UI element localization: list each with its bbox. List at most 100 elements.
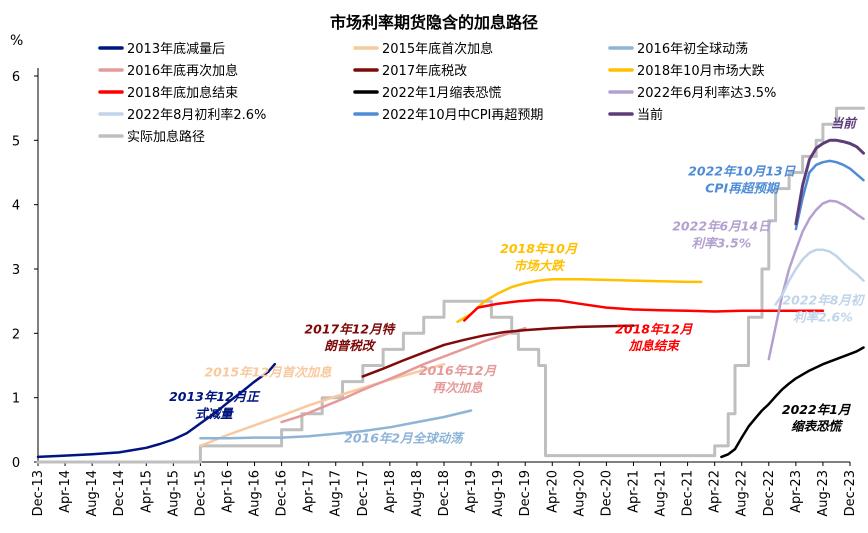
legend-item-label: 2018年10月市场大跌	[637, 63, 765, 79]
annotations: 2013年12月正式减量 2015年12月首次加息 2016年2月全球动荡 2016年…	[169, 115, 866, 445]
annotation-label: 2016年12月再次加息	[419, 363, 498, 395]
x-tick-label: Dec-19	[518, 470, 533, 516]
annotation-line: 再次加息	[433, 380, 484, 395]
legend-item-label: 2022年6月利率达3.5%	[637, 85, 776, 101]
series-line	[361, 324, 635, 378]
series-line	[280, 326, 527, 424]
annotation-line: 缩表恐慌	[791, 419, 844, 434]
series-line	[36, 362, 277, 459]
series-line	[199, 362, 446, 448]
x-tick-label: Apr-23	[789, 470, 804, 513]
x-tick-label: Dec-18	[437, 470, 452, 516]
annotation-line: 利率3.5%	[692, 235, 752, 250]
x-tick-label: Aug-22	[735, 470, 750, 517]
legend-item-label: 2022年10月中CPI再超预期	[382, 108, 543, 123]
annotation-label: 2015年12月首次加息	[204, 364, 332, 379]
x-tick-label: Apr-14	[58, 470, 73, 513]
series-line	[794, 138, 865, 226]
annotation-line: 2016年12月	[419, 363, 498, 378]
x-tick-label: Dec-20	[599, 470, 614, 516]
annotation-line: 加息结束	[628, 338, 682, 353]
x-tick-label: Aug-23	[816, 470, 831, 517]
y-axis-unit: %	[10, 33, 23, 49]
x-tick-label: Dec-21	[681, 470, 696, 516]
x-tick-label: Dec-23	[843, 470, 858, 516]
annotation-label: 当前	[831, 115, 859, 130]
x-tick-label: Apr-15	[139, 470, 154, 513]
legend-item-label: 2016年初全球动荡	[637, 41, 748, 57]
x-tick-label: Aug-21	[654, 470, 669, 517]
y-tick-label: 2	[12, 327, 20, 342]
x-tick-label: Dec-13	[31, 470, 46, 516]
legend: 2013年底减量后 2015年底首次加息 2016年初全球动荡 2016年底再次加息 2…	[98, 41, 776, 145]
y-tick-label: 6	[12, 70, 20, 85]
series-line	[36, 106, 865, 464]
x-tick-label: Dec-15	[193, 470, 208, 516]
x-tick-label: Dec-16	[275, 470, 290, 516]
annotation-line: 2022年10月13日	[688, 164, 797, 179]
x-tick-label: Aug-15	[166, 470, 181, 517]
x-tick-label: Dec-17	[356, 470, 371, 516]
legend-item-label: 2018年底加息结束	[127, 85, 238, 101]
y-tick-label: 0	[12, 456, 20, 471]
series-line	[463, 298, 825, 322]
annotation-line: 2022年1月	[782, 402, 852, 417]
annotation-label: 2016年2月全球动荡	[344, 431, 465, 446]
x-tick-label: Aug-14	[85, 470, 100, 517]
chart-title: 市场利率期货隐含的加息路径	[330, 13, 538, 32]
series-line	[720, 346, 865, 459]
annotation-line: 2015年12月首次加息	[204, 364, 332, 379]
annotation-line: 式减量	[195, 406, 234, 421]
annotation-line: 利率2.6%	[793, 309, 853, 324]
annotation-label: 2013年12月正式减量	[169, 389, 261, 421]
x-tick-label: Dec-14	[112, 470, 127, 516]
annotation-label: 2022年8月初利率2.6%	[782, 292, 865, 324]
legend-item-label: 2017年底税改	[382, 63, 467, 79]
x-tick-label: Apr-21	[626, 470, 641, 513]
annotation-line: CPI再超预期	[705, 181, 780, 196]
annotation-label: 2022年6月14日利率3.5%	[672, 218, 772, 250]
annotation-label: 2022年1月缩表恐慌	[782, 402, 852, 434]
x-tick-label: Apr-19	[464, 470, 479, 513]
annotation-line: 朗普税改	[324, 338, 377, 353]
annotation-line: 2017年12月特	[304, 321, 396, 336]
annotation-label: 2018年10月市场大跌	[500, 241, 579, 273]
series-line	[767, 199, 865, 361]
annotation-label: 2022年10月13日 CPI再超预期	[688, 164, 797, 196]
annotation-line: 2013年12月正	[169, 389, 261, 404]
annotation-line: 2018年12月	[615, 321, 694, 336]
axes: 0 1 2 3 4 5 6 Dec-13 Apr-14 Aug-14 Dec-14 Apr-15 Aug…	[12, 68, 858, 517]
y-tick-label: 1	[12, 392, 20, 407]
legend-item-label: 2015年底首次加息	[382, 41, 493, 57]
series-line	[774, 248, 865, 306]
annotation-line: 当前	[831, 115, 859, 130]
x-tick-label: Aug-19	[491, 470, 506, 517]
x-tick-label: Aug-20	[572, 470, 587, 517]
annotation-line: 2018年10月	[500, 241, 579, 256]
annotation-label: 2017年12月特朗普税改	[304, 321, 396, 353]
x-tick-label: Aug-18	[410, 470, 425, 517]
series-line	[199, 409, 473, 440]
series-line	[456, 278, 703, 324]
y-tick-label: 4	[12, 199, 20, 214]
x-tick-label: Apr-16	[220, 470, 235, 513]
x-tick-label: Dec-22	[762, 470, 777, 516]
y-tick-label: 5	[12, 134, 20, 149]
x-tick-label: Apr-22	[708, 470, 723, 513]
legend-item-label: 当前	[637, 107, 663, 123]
legend-item-label: 实际加息路径	[127, 129, 205, 145]
y-tick-label: 3	[12, 263, 20, 278]
series-line	[794, 159, 865, 231]
legend-item-label: 2016年底再次加息	[127, 63, 238, 79]
legend-item-label: 2022年1月缩表恐慌	[382, 85, 501, 101]
x-tick-label: Apr-18	[383, 470, 398, 513]
annotation-line: 2022年8月初	[782, 292, 865, 307]
annotation-line: 市场大跌	[514, 258, 566, 273]
x-tick-label: Aug-17	[329, 470, 344, 517]
series-group	[36, 106, 865, 464]
annotation-label: 2018年12月加息结束	[615, 321, 694, 353]
x-tick-label: Aug-16	[248, 470, 263, 517]
annotation-line: 2016年2月全球动荡	[344, 431, 465, 446]
